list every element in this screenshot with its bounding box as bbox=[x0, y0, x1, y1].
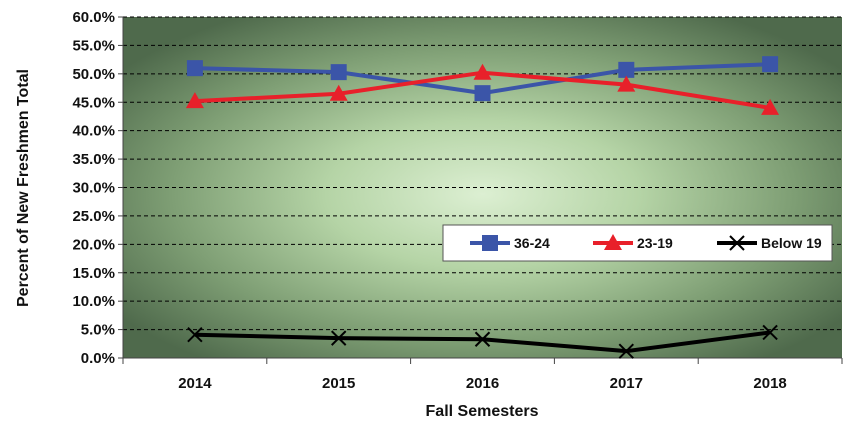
y-tick-label: 15.0% bbox=[72, 265, 115, 282]
data-point bbox=[330, 64, 347, 81]
y-tick-label: 5.0% bbox=[81, 322, 115, 339]
y-tick-label: 10.0% bbox=[72, 293, 115, 310]
x-tick-label: 2015 bbox=[322, 375, 355, 392]
series-group bbox=[185, 56, 780, 359]
x-axis-title: Fall Semesters bbox=[426, 403, 539, 420]
legend-label: Below 19 bbox=[761, 235, 822, 251]
y-tick-label: 25.0% bbox=[72, 208, 115, 225]
data-point bbox=[185, 92, 204, 109]
data-point bbox=[618, 343, 635, 359]
y-tick-label: 35.0% bbox=[72, 151, 115, 168]
data-point bbox=[187, 326, 203, 343]
data-point bbox=[762, 56, 779, 73]
legend-item: 36-24 bbox=[470, 235, 550, 251]
legend-marker bbox=[482, 235, 498, 251]
y-tick-label: 55.0% bbox=[72, 37, 115, 54]
data-point bbox=[618, 61, 635, 78]
series-0 bbox=[186, 56, 779, 102]
data-point bbox=[473, 63, 492, 80]
y-axis-title: Percent of New Freshmen Total bbox=[15, 69, 32, 307]
legend: 36-24 23-19 Below 19 bbox=[442, 224, 833, 262]
data-point bbox=[474, 85, 491, 102]
legend-marker bbox=[729, 235, 745, 251]
x-tick-label: 2018 bbox=[753, 375, 786, 392]
y-tick-label: 45.0% bbox=[72, 94, 115, 111]
y-tick-label: 30.0% bbox=[72, 180, 115, 197]
y-tick-label: 50.0% bbox=[72, 66, 115, 83]
x-tick-label: 2014 bbox=[178, 375, 212, 392]
data-point bbox=[617, 75, 636, 92]
legend-item: Below 19 bbox=[717, 235, 822, 251]
data-point bbox=[186, 60, 203, 77]
legend-marker bbox=[604, 234, 622, 250]
data-point bbox=[474, 331, 491, 347]
y-tick-label: 40.0% bbox=[72, 123, 115, 140]
x-tick-label: 2016 bbox=[466, 375, 499, 392]
x-tick-labels: 2014 2015 2016 2017 2018 bbox=[122, 358, 843, 392]
data-point bbox=[761, 98, 780, 115]
legend-label: 36-24 bbox=[514, 235, 550, 251]
series-1 bbox=[185, 63, 780, 115]
legend-label: 23-19 bbox=[637, 235, 673, 251]
x-tick-label: 2017 bbox=[610, 375, 643, 392]
legend-item: 23-19 bbox=[593, 234, 673, 251]
y-tick-label: 60.0% bbox=[72, 9, 115, 26]
y-tick-labels: 0.0% 5.0% 10.0% 15.0% 20.0% 25.0% 30.0% 35.0% 40… bbox=[72, 9, 123, 367]
data-point bbox=[762, 324, 778, 341]
y-tick-label: 0.0% bbox=[81, 350, 115, 367]
data-point bbox=[330, 330, 347, 346]
y-tick-label: 20.0% bbox=[72, 236, 115, 253]
data-point bbox=[329, 84, 348, 101]
series-2 bbox=[187, 324, 778, 359]
